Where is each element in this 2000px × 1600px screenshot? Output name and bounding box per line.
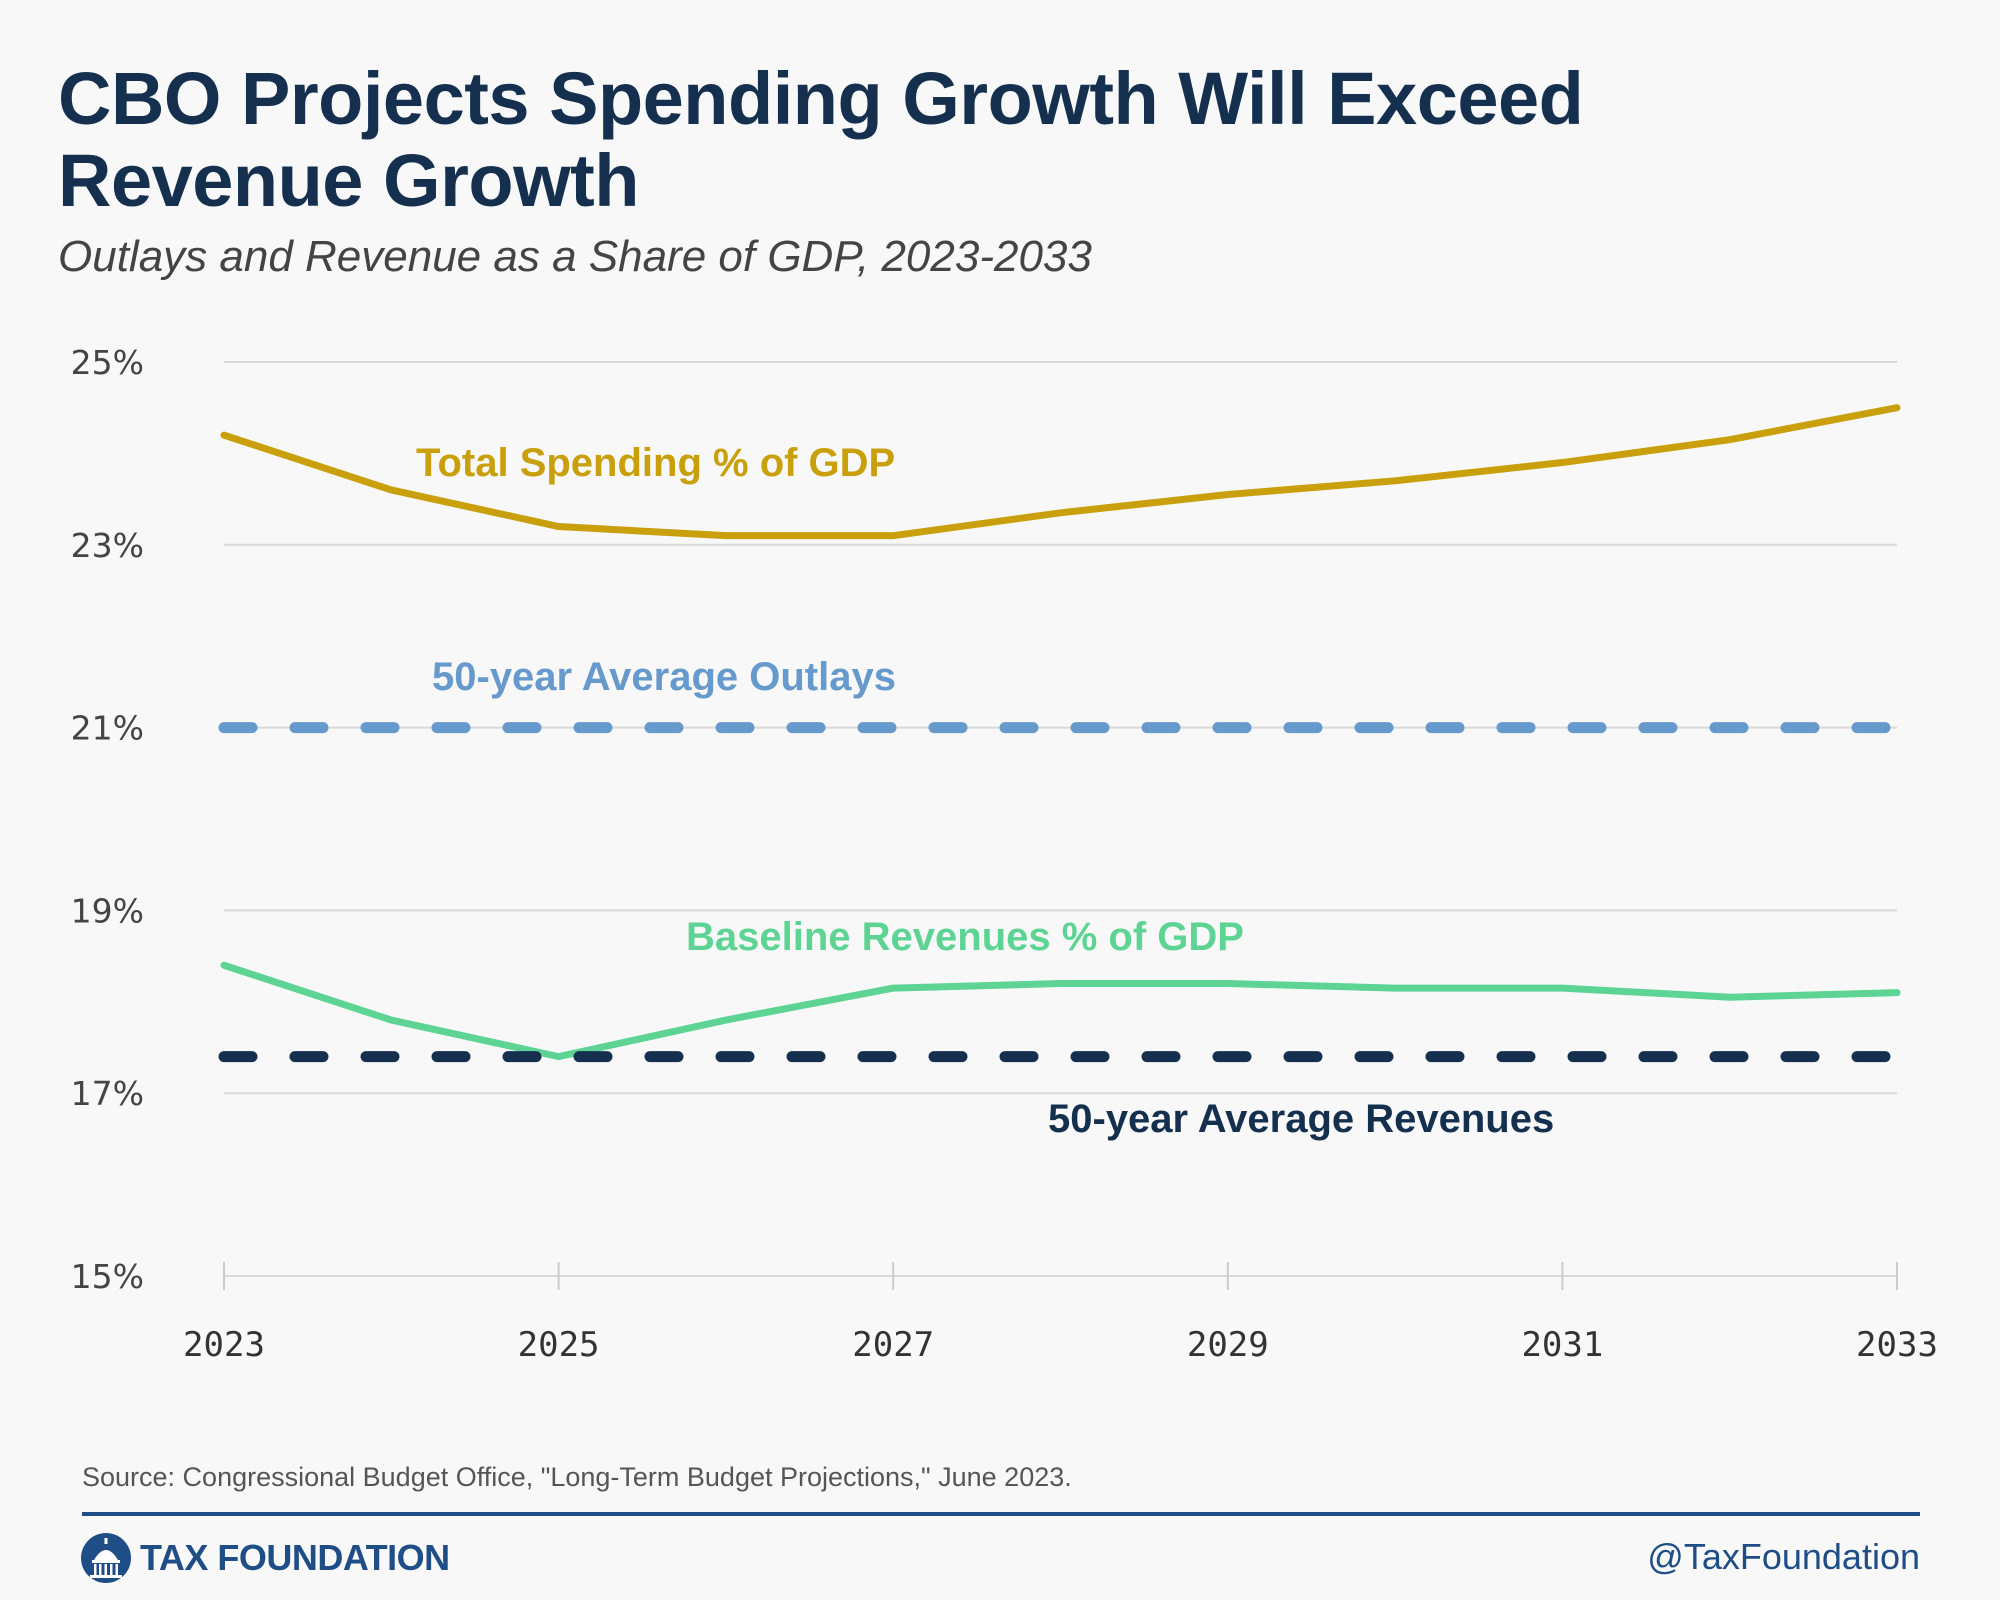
y-tick-label: 17% <box>71 1074 144 1113</box>
x-tick-label: 2027 <box>852 1325 934 1365</box>
logo-text: TAX FOUNDATION <box>140 1537 450 1578</box>
series-label-3: 50-year Average Revenues <box>1048 1097 1554 1141</box>
x-tick-label: 2025 <box>518 1325 600 1365</box>
chart-title: CBO Projects Spending Growth Will Exceed… <box>58 57 1584 222</box>
source-note: Source: Congressional Budget Office, "Lo… <box>82 1462 1072 1492</box>
series-line-2 <box>220 961 1901 1061</box>
social-handle[interactable]: @TaxFoundation <box>1647 1536 1920 1577</box>
series-line-0 <box>220 404 1901 540</box>
y-tick-label: 25% <box>71 343 144 382</box>
line-chart: 15% 17% 19% 21% 23% 25% 2023 2025 2027 2029 2031 20… <box>71 343 1938 1365</box>
series-label-2: Baseline Revenues % of GDP <box>686 915 1244 959</box>
series-label-0: Total Spending % of GDP <box>416 441 895 485</box>
x-tick-label: 2029 <box>1187 1325 1269 1365</box>
y-tick-label: 19% <box>71 891 144 930</box>
capitol-dome-icon <box>81 1533 131 1583</box>
x-tick-label: 2033 <box>1856 1325 1938 1365</box>
x-tick-label: 2023 <box>183 1325 265 1365</box>
chart-subtitle: Outlays and Revenue as a Share of GDP, 2… <box>58 232 1092 281</box>
x-tick-label: 2031 <box>1521 1325 1603 1365</box>
footer-rule <box>82 1512 1920 1516</box>
y-tick-label: 21% <box>71 709 144 748</box>
y-tick-label: 23% <box>71 526 144 565</box>
y-tick-label: 15% <box>71 1257 144 1296</box>
series-label-1: 50-year Average Outlays <box>432 655 896 699</box>
tax-foundation-logo: TAX FOUNDATION <box>80 1530 450 1586</box>
